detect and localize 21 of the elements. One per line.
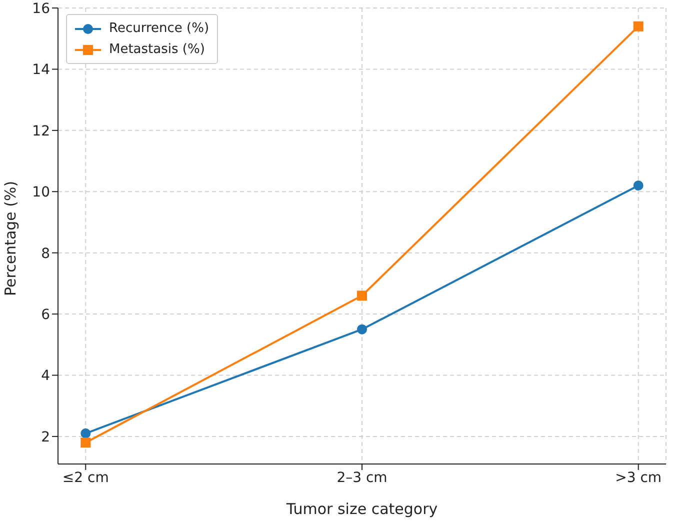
y-tick-label: 4 xyxy=(41,368,50,384)
point xyxy=(357,290,367,301)
y-tick-label: 2 xyxy=(41,429,50,446)
y-axis-title: Percentage (%) xyxy=(1,180,20,296)
y-tick-label: 10 xyxy=(32,184,50,201)
x-tick-label: >3 cm xyxy=(615,470,662,486)
point xyxy=(357,324,367,334)
x-tick-label: 2–3 cm xyxy=(336,470,388,486)
point xyxy=(80,428,91,438)
point xyxy=(633,180,644,191)
y-tick-label: 12 xyxy=(32,123,50,140)
y-tick-label: 14 xyxy=(32,62,50,78)
y-tick-label: 16 xyxy=(32,0,50,17)
legend-label: Recurrence (%) xyxy=(109,21,210,36)
y-tick-label: 6 xyxy=(41,307,50,324)
x-tick-label: ≤2 cm xyxy=(62,470,109,486)
y-tick-label: 8 xyxy=(41,246,50,262)
point xyxy=(80,438,91,448)
x-axis-title: Tumor size category xyxy=(285,500,438,518)
point xyxy=(633,21,644,32)
legend-label: Metastasis (%) xyxy=(109,42,205,57)
